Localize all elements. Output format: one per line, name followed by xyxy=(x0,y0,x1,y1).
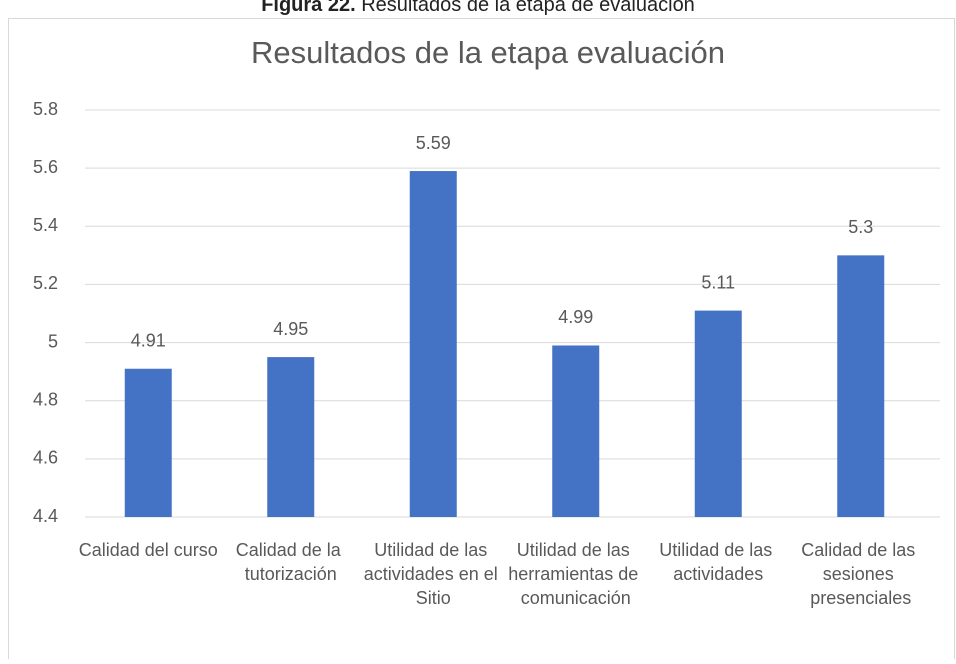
x-tick-label: Calidad del curso xyxy=(79,540,218,560)
data-label: 5.59 xyxy=(416,133,451,153)
y-tick-label: 4.6 xyxy=(33,448,58,468)
data-label: 4.91 xyxy=(131,330,166,350)
x-tick-label: Utilidad de las actividades xyxy=(659,540,777,584)
bar xyxy=(267,357,315,517)
y-tick-label: 5.8 xyxy=(33,99,58,119)
data-label: 4.95 xyxy=(273,319,308,339)
x-tick-label: Calidad de las sesiones presenciales xyxy=(801,540,920,608)
x-tick-label-line: Utilidad de las xyxy=(517,540,635,560)
data-label: 4.99 xyxy=(558,307,593,327)
x-tick-label-line: herramientas de xyxy=(508,564,643,584)
x-tick-label-line: actividades xyxy=(673,564,763,584)
x-tick-label-line: Calidad de la xyxy=(236,540,346,560)
x-tick-label-line: Calidad del curso xyxy=(79,540,218,560)
bar xyxy=(837,255,885,517)
data-label: 5.3 xyxy=(848,217,873,237)
y-tick-label: 4.8 xyxy=(33,389,58,409)
caption-label: Figura 22. xyxy=(261,0,355,16)
caption-text: Resultados de la etapa de evaluación xyxy=(361,0,695,16)
bar xyxy=(409,171,457,518)
x-tick-label: Utilidad de las actividades en el Sitio xyxy=(364,540,503,608)
x-tick-label-line: sesiones xyxy=(823,564,899,584)
y-tick-label: 5.6 xyxy=(33,157,58,177)
bar xyxy=(694,310,742,517)
x-tick-label-line: Utilidad de las xyxy=(659,540,777,560)
chart-title: Resultados de la etapa evaluación xyxy=(251,35,725,70)
y-tick-label: 5.4 xyxy=(33,215,58,235)
y-tick-label: 5.2 xyxy=(33,273,58,293)
x-tick-label-line: Calidad de las xyxy=(801,540,920,560)
x-tick-label-line: presenciales xyxy=(810,588,911,608)
x-tick-label-line: tutorización xyxy=(245,564,337,584)
figure-caption: Figura 22. Resultados de la etapa de eva… xyxy=(261,0,695,16)
chart-border xyxy=(8,18,955,664)
bar xyxy=(552,345,600,517)
bar xyxy=(124,368,172,517)
x-tick-label-line: comunicación xyxy=(521,588,631,608)
y-tick-label: 4.4 xyxy=(33,506,58,526)
x-tick-label: Utilidad de las herramientas de comunica… xyxy=(508,540,643,608)
x-tick-label-line: actividades en el xyxy=(364,564,503,584)
x-tick-label-line: Sitio xyxy=(416,588,451,608)
y-tick-label: 5 xyxy=(48,331,58,351)
x-tick-label-line: Utilidad de las xyxy=(374,540,492,560)
x-tick-label: Calidad de la tutorización xyxy=(236,540,346,584)
data-label: 5.11 xyxy=(701,272,735,292)
